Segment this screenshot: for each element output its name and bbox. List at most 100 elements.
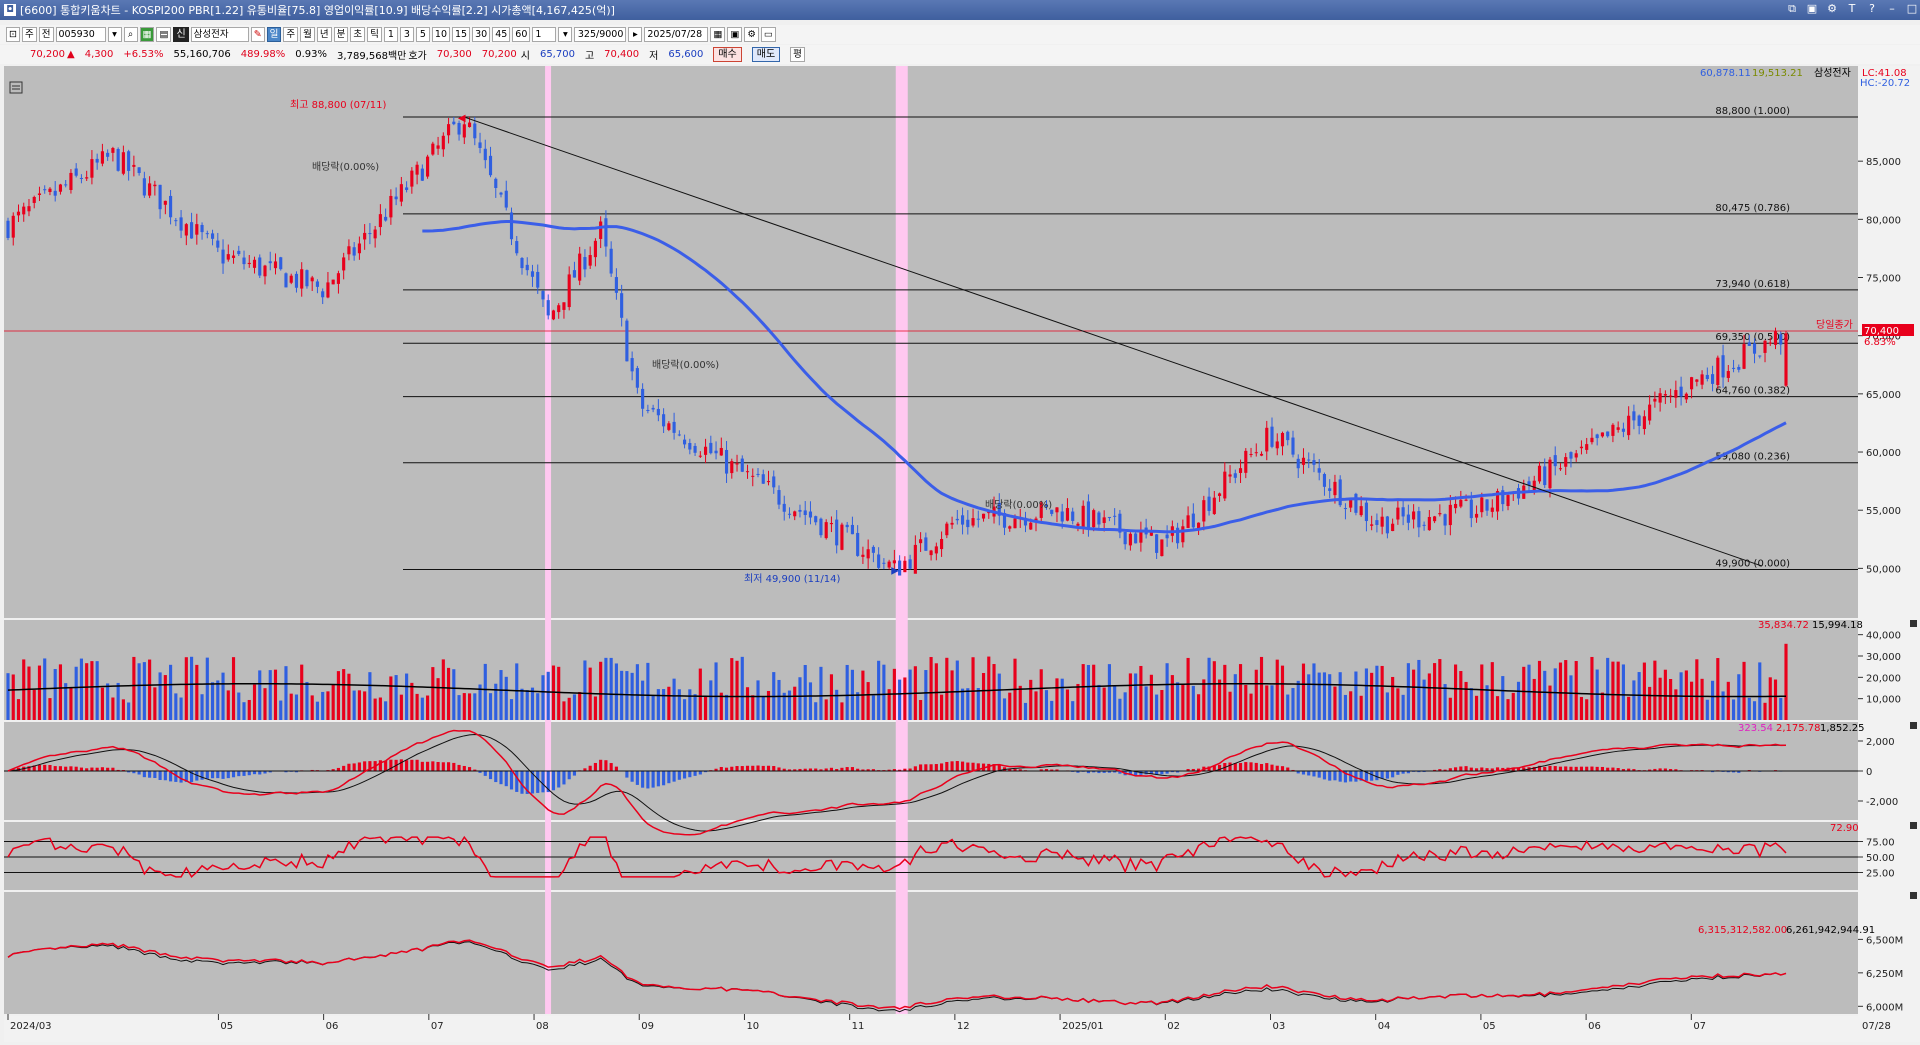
config-gear-icon[interactable]: ⚙	[744, 27, 759, 42]
price-y-tick-label: 85,000	[1866, 157, 1901, 168]
macd-histogram-bar	[1118, 771, 1122, 774]
rsi-panel-handle-icon[interactable]	[1910, 822, 1917, 829]
price-panel[interactable]	[4, 66, 1858, 618]
volume-bar	[179, 697, 183, 720]
period-week-button[interactable]: 주	[283, 27, 299, 42]
interval-10-button[interactable]: 10	[431, 27, 451, 42]
macd-histogram-bar	[1212, 765, 1216, 772]
edit-icon[interactable]: ✎	[250, 27, 265, 42]
candle-body	[934, 546, 938, 554]
interval-45-button[interactable]: 45	[492, 27, 511, 42]
maximize-icon[interactable]: □	[1906, 2, 1918, 15]
period-minute-button[interactable]: 분	[333, 27, 349, 42]
minimize-icon[interactable]: –	[1889, 2, 1895, 15]
period-second-button[interactable]: 초	[350, 27, 366, 42]
change-arrow-icon: ▲	[67, 49, 75, 60]
obv-panel-handle-icon[interactable]	[1910, 892, 1917, 899]
volume-bar	[735, 660, 739, 720]
period-year-button[interactable]: 년	[316, 27, 332, 42]
volume-bar	[520, 688, 524, 720]
volume-bar	[1333, 686, 1337, 720]
interval-3-button[interactable]: 3	[399, 27, 414, 42]
obv-panel[interactable]	[4, 892, 1858, 1014]
macd-y-tick-label: -2,000	[1866, 797, 1898, 808]
volume-bar	[1197, 694, 1201, 720]
code-dropdown-icon[interactable]: ▾	[107, 27, 122, 42]
volume-bar	[1543, 670, 1547, 720]
volume-bar	[1097, 684, 1101, 720]
volume-bar	[1695, 659, 1699, 720]
eval-button[interactable]: 평	[790, 47, 805, 62]
favorite-icon[interactable]: ▦	[139, 27, 155, 42]
macd-histogram-bar	[195, 771, 199, 781]
count-stepper-icon[interactable]: ▸	[628, 27, 643, 42]
calendar-icon[interactable]: ▦	[710, 27, 726, 42]
volume-bar	[1616, 661, 1620, 720]
chart-type-icon[interactable]: ⊡	[6, 27, 20, 42]
data-count-field[interactable]: 325/9000	[574, 27, 627, 42]
search-icon[interactable]: ⌕	[123, 27, 138, 42]
group-icon[interactable]: ▤	[156, 27, 172, 42]
candle-body	[824, 522, 828, 539]
volume-bar	[882, 664, 886, 720]
date-input[interactable]: 2025/07/28	[644, 27, 709, 42]
volume-bar	[955, 660, 959, 720]
candle-body	[363, 232, 367, 240]
interval-15-button[interactable]: 15	[452, 27, 471, 42]
candle-body	[861, 554, 865, 557]
link-icon[interactable]: ⧉	[1788, 2, 1796, 15]
market-button-all[interactable]: 전	[38, 27, 54, 42]
candle-body	[1558, 468, 1563, 470]
stock-code-input[interactable]: 005930	[55, 27, 106, 42]
macd-panel-handle-icon[interactable]	[1910, 722, 1917, 729]
volume-bar	[777, 679, 781, 720]
period-tick-button[interactable]: 틱	[367, 27, 382, 42]
candle-body	[1102, 517, 1106, 523]
stock-name-field[interactable]: 삼성전자	[190, 27, 249, 42]
volume-bar	[1443, 684, 1447, 720]
period-day-button[interactable]: 일	[266, 27, 282, 42]
candle-body	[310, 277, 314, 282]
volume-bar	[525, 690, 529, 720]
volume-bar	[483, 663, 487, 720]
period-month-button[interactable]: 월	[300, 27, 315, 42]
macd-histogram-bar	[1385, 771, 1389, 779]
candle-body	[1648, 404, 1652, 421]
obv-legend-b: 6,261,942,944.91	[1786, 925, 1875, 936]
interval-5-button[interactable]: 5	[415, 27, 430, 42]
turnover-rate: 0.93%	[295, 49, 328, 60]
screen-icon[interactable]: ▭	[760, 27, 776, 42]
layout-icon[interactable]: ▣	[1806, 2, 1818, 15]
chart-area[interactable]: 88,800 (1.000) 80,475 (0.786) 73,940 (0.61…	[0, 66, 1920, 1042]
rsi-y-tick-label: 75.00	[1866, 838, 1895, 849]
volume-panel-handle-icon[interactable]	[1910, 620, 1917, 627]
candle-body	[614, 277, 618, 293]
macd-histogram-bar	[1564, 766, 1568, 772]
save-icon[interactable]: ▣	[727, 27, 743, 42]
candle-body	[1076, 523, 1080, 526]
interval-30-button[interactable]: 30	[472, 27, 491, 42]
macd-histogram-bar	[179, 771, 183, 783]
interval-dropdown-icon[interactable]: ▾	[558, 27, 573, 42]
volume-bar	[373, 698, 377, 720]
volume-bar	[279, 700, 283, 720]
stock-chart-svg[interactable]: 88,800 (1.000) 80,475 (0.786) 73,940 (0.61…	[0, 66, 1920, 1042]
settings-icon[interactable]: ⚙	[1827, 2, 1837, 15]
volume-bar	[363, 691, 367, 720]
panel-menu-icon[interactable]	[9, 81, 23, 94]
candle-body	[751, 475, 755, 477]
interval-60-button[interactable]: 60	[512, 27, 531, 42]
macd-histogram-bar	[1170, 771, 1174, 773]
interval-1-button[interactable]: 1	[383, 27, 398, 42]
volume-bar	[1102, 687, 1106, 720]
market-button-stock[interactable]: 주	[22, 27, 37, 42]
interval-input[interactable]: 1	[532, 27, 557, 42]
sell-button[interactable]: 매도	[751, 47, 781, 62]
text-icon[interactable]: T	[1848, 2, 1856, 15]
buy-button[interactable]: 매수	[713, 47, 742, 62]
help-icon[interactable]: ?	[1869, 2, 1875, 15]
candle-body	[1459, 499, 1463, 507]
rsi-panel[interactable]	[4, 822, 1858, 890]
volume-bar	[1207, 657, 1211, 720]
volume-bar	[1050, 700, 1054, 720]
